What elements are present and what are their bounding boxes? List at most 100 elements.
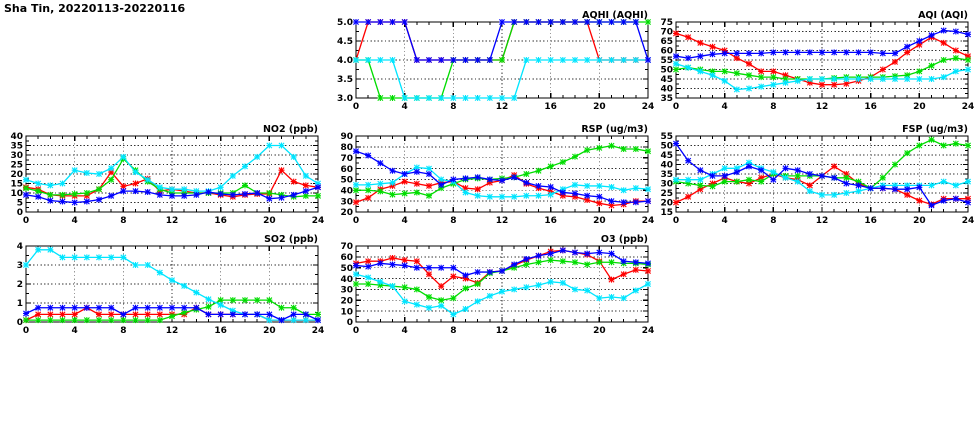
series-marker-day3 xyxy=(523,57,530,63)
series-marker-day3 xyxy=(462,95,469,101)
y-tick-label: 50 xyxy=(660,142,673,152)
series-marker-day4 xyxy=(596,193,603,200)
series-marker-day4 xyxy=(96,304,102,311)
series-marker-day1 xyxy=(608,202,615,209)
series-marker-day4 xyxy=(401,262,408,269)
series-marker-day4 xyxy=(290,311,297,318)
series-marker-day3 xyxy=(559,279,566,286)
series-marker-day3 xyxy=(620,57,627,63)
series-marker-day4 xyxy=(511,174,518,181)
series-marker-day2 xyxy=(169,313,175,320)
series-marker-day3 xyxy=(547,191,554,198)
series-marker-day4 xyxy=(952,195,959,202)
series-marker-day3 xyxy=(486,292,493,299)
series-marker-day4 xyxy=(843,49,850,56)
series-marker-day3 xyxy=(559,186,566,193)
series-marker-day3 xyxy=(144,176,151,183)
series-marker-day2 xyxy=(401,190,408,197)
series-marker-day4 xyxy=(794,49,801,56)
series-marker-day2 xyxy=(794,172,801,179)
series-marker-day4 xyxy=(709,51,716,58)
series-marker-day4 xyxy=(169,304,175,311)
series-marker-day4 xyxy=(315,184,321,191)
series-marker-day2 xyxy=(892,161,898,168)
series-marker-day3 xyxy=(181,282,188,289)
series-marker-day4 xyxy=(438,264,445,271)
series-marker-day2 xyxy=(782,76,789,82)
series-marker-day2 xyxy=(71,317,78,324)
series-marker-day2 xyxy=(940,57,947,63)
series-marker-day1 xyxy=(940,39,947,46)
series-marker-day4 xyxy=(855,182,862,189)
series-marker-day4 xyxy=(450,176,457,183)
x-tick-label: 24 xyxy=(642,216,655,226)
series-marker-day4 xyxy=(302,311,309,318)
series-marker-day4 xyxy=(916,38,923,44)
y-tick-label: 50 xyxy=(340,176,353,186)
chart-panel-aqhi: 3.0 3.5 4.0 4.5 5.0 0 4 8 12 16 20 24 AQHI (AQHI) xyxy=(330,8,655,120)
series-marker-day2 xyxy=(904,150,911,157)
series-marker-day3 xyxy=(401,95,408,101)
y-tick-label: 60 xyxy=(340,253,353,263)
y-tick-label: 0 xyxy=(17,318,23,328)
x-tick-label: 16 xyxy=(544,326,557,336)
series-marker-day4 xyxy=(377,160,384,167)
series-marker-day3 xyxy=(572,181,578,188)
series-marker-day4 xyxy=(462,175,469,182)
x-tick-label: 12 xyxy=(496,326,509,336)
series-marker-day3 xyxy=(559,57,566,63)
series-marker-day3 xyxy=(584,287,591,294)
series-marker-day2 xyxy=(450,295,457,302)
series-marker-day2 xyxy=(523,261,530,268)
series-marker-day4 xyxy=(108,192,115,199)
x-tick-label: 24 xyxy=(962,216,975,226)
series-marker-day1 xyxy=(806,79,813,86)
series-marker-day2 xyxy=(535,259,542,266)
series-marker-day4 xyxy=(632,19,639,25)
series-marker-day4 xyxy=(474,174,481,181)
series-marker-day1 xyxy=(904,191,911,198)
series-marker-day3 xyxy=(35,180,42,187)
series-marker-day1 xyxy=(365,194,372,201)
series-marker-day3 xyxy=(365,181,372,188)
series-marker-day3 xyxy=(965,66,971,73)
series-marker-day4 xyxy=(867,49,874,56)
series-marker-day2 xyxy=(96,186,102,193)
series-marker-day4 xyxy=(697,167,704,174)
series-marker-day4 xyxy=(156,304,163,311)
series-marker-day1 xyxy=(438,283,445,290)
series-marker-day4 xyxy=(229,311,236,318)
series-marker-day3 xyxy=(499,288,505,295)
series-marker-day4 xyxy=(632,259,639,266)
series-marker-day4 xyxy=(559,247,566,254)
y-tick-label: 50 xyxy=(660,66,673,76)
series-marker-day2 xyxy=(438,297,445,304)
series-marker-day4 xyxy=(673,53,679,60)
series-marker-day1 xyxy=(673,30,679,37)
series-marker-day3 xyxy=(928,76,935,82)
series-marker-day3 xyxy=(645,186,651,193)
x-tick-label: 12 xyxy=(816,102,829,112)
series-marker-day1 xyxy=(733,55,740,62)
chart-title-rsp: RSP (ug/m3) xyxy=(581,124,648,135)
series-marker-day4 xyxy=(266,311,273,318)
series-marker-day3 xyxy=(23,262,29,268)
series-marker-day4 xyxy=(794,167,801,174)
series-marker-day4 xyxy=(596,19,603,25)
series-marker-day2 xyxy=(733,178,740,185)
series-marker-day1 xyxy=(462,185,469,192)
series-marker-day4 xyxy=(47,197,54,204)
series-marker-day3 xyxy=(266,142,273,149)
series-marker-day4 xyxy=(438,57,445,63)
series-marker-day3 xyxy=(413,164,420,171)
series-marker-day4 xyxy=(523,256,530,263)
series-marker-day2 xyxy=(462,285,469,292)
series-marker-day4 xyxy=(831,174,838,181)
series-marker-day4 xyxy=(83,198,90,205)
chart-panel-no2: 0 5 10 15 20 25 30 35 40 0 4 8 12 16 20 24 NO2 (ppb) xyxy=(0,122,325,234)
series-marker-day3 xyxy=(892,182,898,189)
series-marker-day2 xyxy=(83,190,90,196)
series-marker-day3 xyxy=(426,304,432,311)
series-marker-day4 xyxy=(181,192,188,199)
series-marker-day3 xyxy=(132,262,139,268)
